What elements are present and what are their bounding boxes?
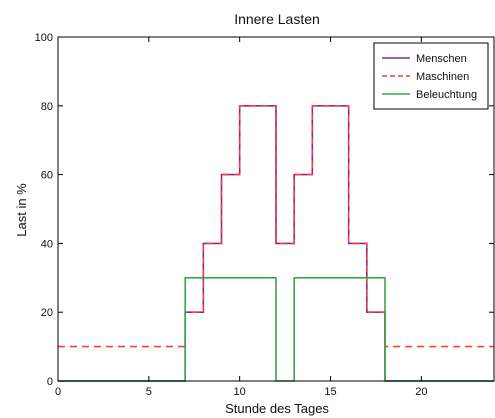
x-tick-label: 20 xyxy=(415,386,427,398)
plot-series xyxy=(58,105,494,382)
y-axis: 0 20 40 60 80 100 xyxy=(35,32,494,388)
x-tick-label: 15 xyxy=(324,386,336,398)
series-line-beleuchtung xyxy=(58,277,494,382)
x-axis-label: Stunde des Tages xyxy=(225,401,329,416)
y-tick-label: 100 xyxy=(35,32,53,44)
y-tick-label: 0 xyxy=(47,376,53,388)
legend-label: Beleuchtung xyxy=(416,89,477,101)
chart-title: Innere Lasten xyxy=(234,11,320,27)
legend-label: Menschen xyxy=(416,53,467,65)
y-tick-label: 20 xyxy=(41,307,53,319)
y-tick-label: 40 xyxy=(41,238,53,250)
x-tick-label: 0 xyxy=(55,386,61,398)
y-tick-label: 60 xyxy=(41,170,53,182)
x-axis: 0 5 10 15 20 xyxy=(55,37,427,398)
legend-label: Maschinen xyxy=(416,71,469,83)
legend: Menschen Maschinen Beleuchtung xyxy=(373,42,489,110)
x-tick-label: 5 xyxy=(146,386,152,398)
y-tick-label: 80 xyxy=(41,101,53,113)
plot-frame xyxy=(57,36,495,382)
y-axis-label: Last in % xyxy=(14,183,29,237)
legend-box xyxy=(373,42,489,110)
x-tick-label: 10 xyxy=(234,386,246,398)
